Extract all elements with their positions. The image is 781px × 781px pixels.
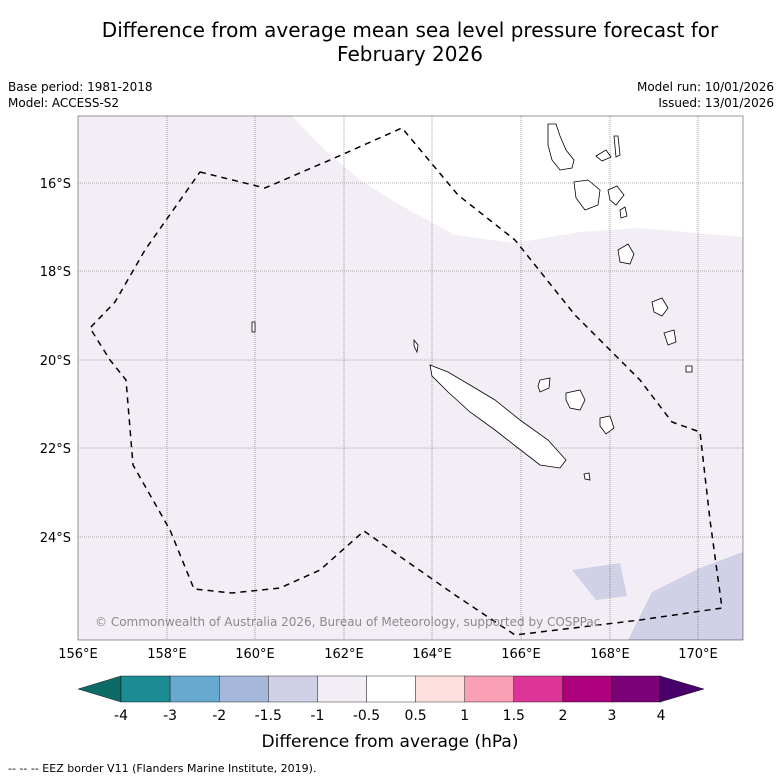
shepherd-islands: [619, 206, 628, 219]
lon-tick-label: 170°E: [678, 647, 718, 662]
colorbar-tick-label: 2: [558, 708, 567, 724]
title-line-1: Difference from average mean sea level p…: [101, 18, 719, 42]
coastlines: [251, 123, 693, 481]
new-caledonia-island: [429, 364, 567, 469]
colorbar-tick-label: -1.5: [255, 708, 282, 724]
model-name: Model: ACCESS-S2: [8, 96, 120, 110]
colorbar-segment: [366, 675, 416, 703]
lon-tick-label: 168°E: [590, 647, 630, 662]
map-frame: [77, 115, 744, 641]
lat-tick-labels: 16°S 18°S 20°S 22°S 24°S: [40, 177, 71, 546]
colorbar-tick-label: 1: [460, 708, 469, 724]
model-run-date: Model run: 10/01/2026: [636, 80, 774, 94]
colorbar-segment: [317, 675, 367, 703]
anomaly-field: [78, 116, 743, 640]
isle-of-pines: [583, 472, 591, 481]
base-period: Base period: 1981-2018: [8, 80, 153, 94]
chart-title: Difference from average mean sea level p…: [0, 18, 781, 66]
islet-belep: [413, 338, 419, 354]
lat-tick-label: 18°S: [40, 265, 71, 280]
lon-tick-label: 162°E: [324, 647, 364, 662]
lon-tick-label: 164°E: [412, 647, 452, 662]
anomaly-band-neutral: [292, 116, 743, 243]
colorbar-segment: [120, 675, 171, 703]
colorbar-tick-labels: -4 -3 -2 -1.5 -1 -0.5 0.5 1 1.5 2 3 4: [114, 708, 666, 724]
colorbar-tick-label: -1: [310, 708, 324, 724]
espiritu-santo-island: [547, 123, 575, 171]
colorbar-segment: [513, 675, 564, 703]
lon-tick-label: 160°E: [235, 647, 275, 662]
colorbar-segment: [218, 675, 269, 703]
maewo-island: [595, 149, 612, 162]
colorbar-segment: [415, 675, 465, 703]
mare-island: [599, 415, 615, 435]
colorbar-segment: [464, 675, 515, 703]
gridlines: [78, 116, 743, 640]
lon-tick-labels: 156°E 158°E 160°E 162°E 164°E 166°E 168°…: [58, 647, 718, 662]
colorbar-tick-label: -4: [114, 708, 128, 724]
issued-date: Issued: 13/01/2026: [658, 96, 774, 110]
run-info: Model run: 10/01/2026 Issued: 13/01/2026: [637, 79, 774, 111]
lifou-island: [565, 389, 586, 411]
colorbar-extend-low: [77, 675, 122, 703]
eez-legend: -- -- -- EEZ border V11 (Flanders Marine…: [8, 762, 317, 775]
colorbar-tick-label: 3: [608, 708, 617, 724]
colorbar-tick-label: 1.5: [503, 708, 525, 724]
colorbar-extend-high: [659, 675, 705, 703]
model-info: Base period: 1981-2018 Model: ACCESS-S2: [8, 79, 153, 111]
anomaly-band-minus-1-5-south: [628, 552, 743, 640]
ouvea-island: [537, 377, 551, 393]
tanna-island: [663, 329, 677, 346]
erromango-island: [651, 297, 669, 317]
lat-tick-label: 24°S: [40, 531, 71, 546]
colorbar-tick-label: -2: [212, 708, 226, 724]
colorbar-tick-label: -3: [163, 708, 177, 724]
eez-border: [89, 127, 723, 636]
colorbar-tick-label: 4: [657, 708, 666, 724]
aneityum-island: [685, 365, 693, 373]
lon-tick-label: 158°E: [147, 647, 187, 662]
lon-tick-label: 166°E: [501, 647, 541, 662]
efate-island: [617, 243, 635, 265]
lat-tick-label: 16°S: [40, 177, 71, 192]
title-line-2: February 2026: [337, 42, 483, 66]
chesterfield-islet: [251, 321, 256, 333]
malekula-island: [573, 179, 601, 211]
colorbar-tick-label: -0.5: [353, 708, 380, 724]
colorbar-segment: [169, 675, 220, 703]
lat-tick-label: 22°S: [40, 442, 71, 457]
epi-island: [607, 185, 625, 206]
anomaly-band-minus-1-5-patch: [572, 563, 627, 600]
colorbar-segments: [120, 675, 662, 703]
colorbar-tick-label: 0.5: [404, 708, 426, 724]
colorbar-segment: [562, 675, 613, 703]
pentecost-island: [613, 135, 621, 158]
colorbar-segment: [611, 675, 662, 703]
colorbar: -4 -3 -2 -1.5 -1 -0.5 0.5 1 1.5 2 3 4 Difference fr…: [77, 675, 705, 752]
copyright-credit: © Commonwealth of Australia 2026, Bureau…: [95, 615, 600, 629]
colorbar-label: Difference from average (hPa): [262, 732, 519, 752]
lon-tick-label: 156°E: [58, 647, 98, 662]
lat-tick-label: 20°S: [40, 354, 71, 369]
colorbar-segment: [268, 675, 318, 703]
